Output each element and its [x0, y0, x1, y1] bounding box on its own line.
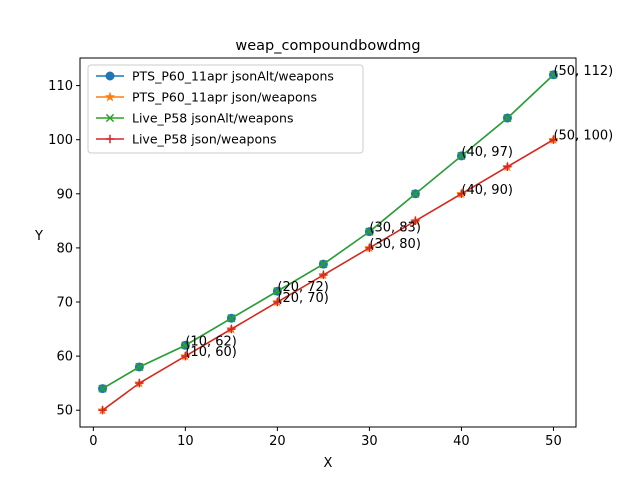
y-axis-title: Y — [34, 229, 43, 244]
data-label: (50, 100) — [553, 129, 613, 144]
legend-marker — [104, 91, 116, 102]
legend-label: PTS_P60_11apr jsonAlt/weapons — [132, 69, 334, 84]
legend-item-2: PTS_P60_11apr json/weapons — [96, 90, 317, 105]
x-tick-label: 10 — [177, 434, 194, 449]
data-point — [273, 287, 282, 296]
data-point — [365, 227, 374, 236]
data-point — [503, 113, 512, 123]
legend-label: Live_P58 jsonAlt/weapons — [132, 111, 293, 126]
data-label: (40, 90) — [461, 183, 512, 198]
legend-label: Live_P58 json/weapons — [132, 132, 277, 147]
data-point — [98, 384, 107, 393]
chart-title: weap_compoundbowdmg — [235, 38, 420, 54]
y-tick-label: 70 — [56, 296, 73, 311]
data-label: (50, 112) — [553, 64, 613, 79]
x-tick-label: 50 — [545, 434, 562, 449]
y-tick-label: 50 — [56, 404, 73, 419]
legend-marker — [105, 113, 115, 123]
data-point — [181, 351, 190, 361]
annotations: (10, 62) (20, 72) (30, 83) (40, 97) (50, 112… — [185, 64, 613, 360]
axes: 0 10 20 30 40 50 50 60 70 80 90 100 110 — [48, 57, 577, 449]
data-point — [181, 341, 190, 350]
data-point — [227, 314, 236, 323]
data-point — [98, 406, 107, 415]
plot-frame — [79, 57, 577, 428]
data-point — [549, 135, 558, 144]
x-tick-label: 40 — [453, 434, 470, 449]
data-point — [135, 378, 144, 388]
data-label: (20, 70) — [277, 291, 329, 306]
legend: PTS_P60_11apr jsonAlt/weapons PTS_P60_11a… — [87, 64, 364, 154]
data-label: (20, 72) — [277, 280, 329, 295]
data-point — [503, 162, 512, 171]
data-label: (40, 97) — [461, 145, 512, 160]
legend-box — [87, 64, 364, 154]
y-tick-label: 80 — [56, 241, 73, 256]
data-point — [135, 362, 144, 372]
series-3 — [98, 70, 558, 393]
data-point — [365, 243, 374, 253]
data-point — [457, 151, 466, 161]
data-point — [227, 324, 236, 334]
data-label: (30, 80) — [369, 237, 421, 252]
data-point — [457, 189, 466, 199]
legend-item-4: Live_P58 json/weapons — [96, 132, 277, 147]
data-point — [319, 270, 328, 280]
y-tick-label: 60 — [56, 350, 73, 365]
data-label: (10, 60) — [185, 345, 237, 360]
y-tick-label: 110 — [48, 79, 73, 94]
legend-item-1: PTS_P60_11apr jsonAlt/weapons — [96, 69, 334, 84]
x-axis-title: X — [324, 456, 333, 471]
data-point — [411, 216, 420, 226]
y-tick-label: 100 — [48, 133, 73, 148]
legend-item-3: Live_P58 jsonAlt/weapons — [96, 111, 293, 126]
data-label: (30, 83) — [369, 221, 421, 236]
x-tick-label: 0 — [89, 434, 97, 449]
data-point — [549, 70, 558, 79]
y-tick-label: 90 — [56, 187, 73, 202]
data-point — [319, 260, 328, 269]
legend-marker — [105, 134, 115, 144]
data-point — [273, 297, 282, 307]
data-point — [411, 189, 420, 198]
plot-area — [97, 70, 559, 415]
data-label: (10, 62) — [185, 334, 237, 349]
legend-label: PTS_P60_11apr json/weapons — [132, 90, 317, 105]
x-tick-label: 20 — [269, 434, 286, 449]
legend-marker — [105, 71, 115, 81]
series-4 — [98, 135, 558, 415]
x-tick-label: 30 — [361, 434, 378, 449]
